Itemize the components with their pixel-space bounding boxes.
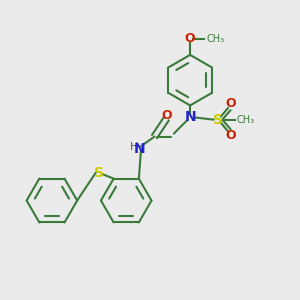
Text: O: O [226,97,236,110]
Text: CH₃: CH₃ [237,115,255,125]
Text: O: O [226,129,236,142]
Text: O: O [185,32,195,45]
Text: N: N [184,110,196,124]
Text: CH₃: CH₃ [206,34,225,44]
Text: S: S [94,166,104,180]
Text: H: H [130,142,138,152]
Text: O: O [162,109,172,122]
Text: S: S [213,113,224,127]
Text: N: N [134,142,146,155]
